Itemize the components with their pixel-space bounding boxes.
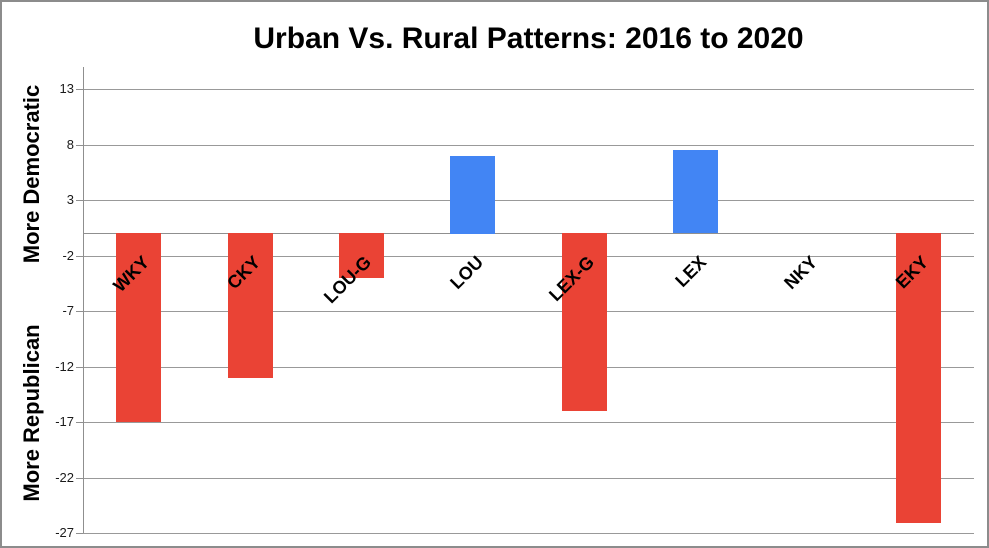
y-axis-line — [83, 67, 84, 533]
y-tick-label: 13 — [59, 81, 74, 96]
category-label-lou: LOU — [445, 252, 487, 294]
gridline — [83, 311, 974, 312]
bar-wky — [116, 233, 161, 422]
axis-tick — [76, 311, 83, 312]
bar-lou-g — [339, 233, 384, 278]
category-label-nky: NKY — [780, 252, 822, 294]
y-tick-label: -17 — [55, 414, 74, 429]
y-tick-label: -22 — [55, 470, 74, 485]
chart-title: Urban Vs. Rural Patterns: 2016 to 2020 — [253, 22, 804, 55]
y-axis-label-more-democratic: More Democratic — [19, 84, 44, 264]
gridline — [83, 145, 974, 146]
gridline — [83, 533, 974, 534]
gridline — [83, 422, 974, 423]
axis-tick — [76, 145, 83, 146]
axis-tick — [76, 89, 83, 90]
axis-tick — [76, 200, 83, 201]
gridline — [83, 256, 974, 257]
axis-tick — [76, 367, 83, 368]
axis-tick — [76, 478, 83, 479]
y-tick-label: -27 — [55, 525, 74, 540]
y-tick-label: -7 — [62, 303, 74, 318]
bar-lex — [673, 150, 718, 233]
axis-tick — [76, 422, 83, 423]
y-tick-label: 3 — [66, 192, 74, 207]
y-tick-label: -12 — [55, 359, 74, 374]
bar-lex-g — [562, 233, 607, 411]
bar-cky — [228, 233, 273, 378]
y-tick-label: -2 — [62, 248, 74, 263]
category-label-lex: LEX — [670, 252, 710, 291]
gridline — [83, 89, 974, 90]
axis-tick — [76, 533, 83, 534]
zero-axis-line — [83, 233, 974, 234]
axis-tick — [76, 256, 83, 257]
gridline — [83, 200, 974, 201]
y-tick-label: 8 — [66, 137, 74, 152]
gridline — [83, 367, 974, 368]
gridline — [83, 478, 974, 479]
bar-eky — [896, 233, 941, 523]
bar-lou — [450, 156, 495, 234]
